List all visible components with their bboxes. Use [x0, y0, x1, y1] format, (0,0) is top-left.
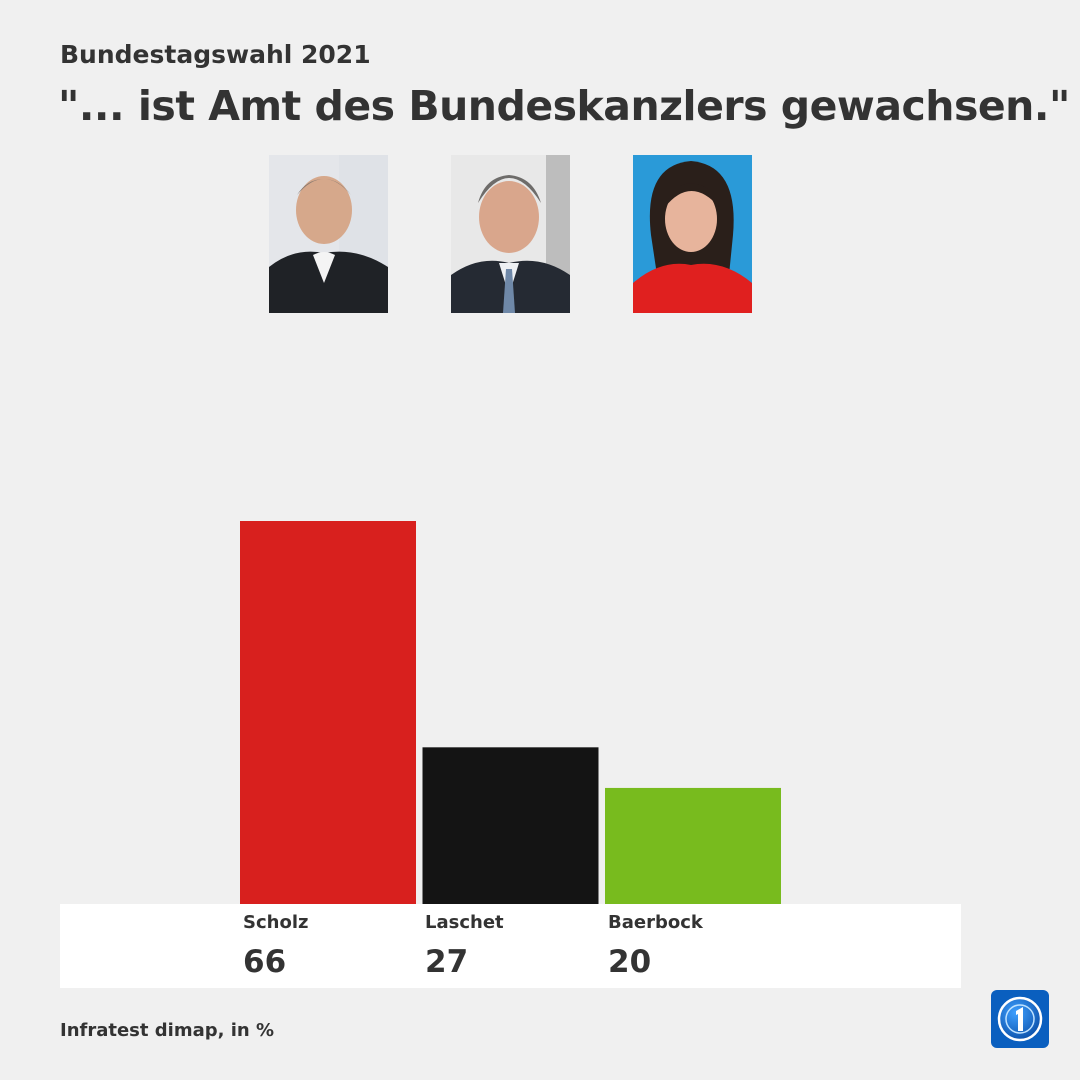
scholz-photo — [269, 155, 388, 313]
data-label-laschet: 27 — [425, 944, 469, 980]
data-label-baerbock: 20 — [608, 944, 652, 980]
laschet-photo — [451, 155, 570, 313]
chart-title: "... ist Amt des Bundeskanzlers gewachse… — [58, 82, 1070, 130]
bar-laschet — [422, 747, 599, 904]
category-label-scholz: Scholz — [243, 912, 309, 933]
data-label-scholz: 66 — [243, 944, 287, 980]
label-band — [60, 904, 961, 988]
tagesschau-logo-icon — [991, 990, 1049, 1048]
bar-baerbock — [605, 787, 781, 904]
category-label-baerbock: Baerbock — [608, 912, 703, 933]
category-label-laschet: Laschet — [425, 912, 504, 933]
bar-scholz — [240, 521, 416, 904]
source-note: Infratest dimap, in % — [60, 1020, 274, 1041]
baerbock-photo — [633, 155, 752, 313]
chart-subtitle: Bundestagswahl 2021 — [60, 40, 371, 69]
